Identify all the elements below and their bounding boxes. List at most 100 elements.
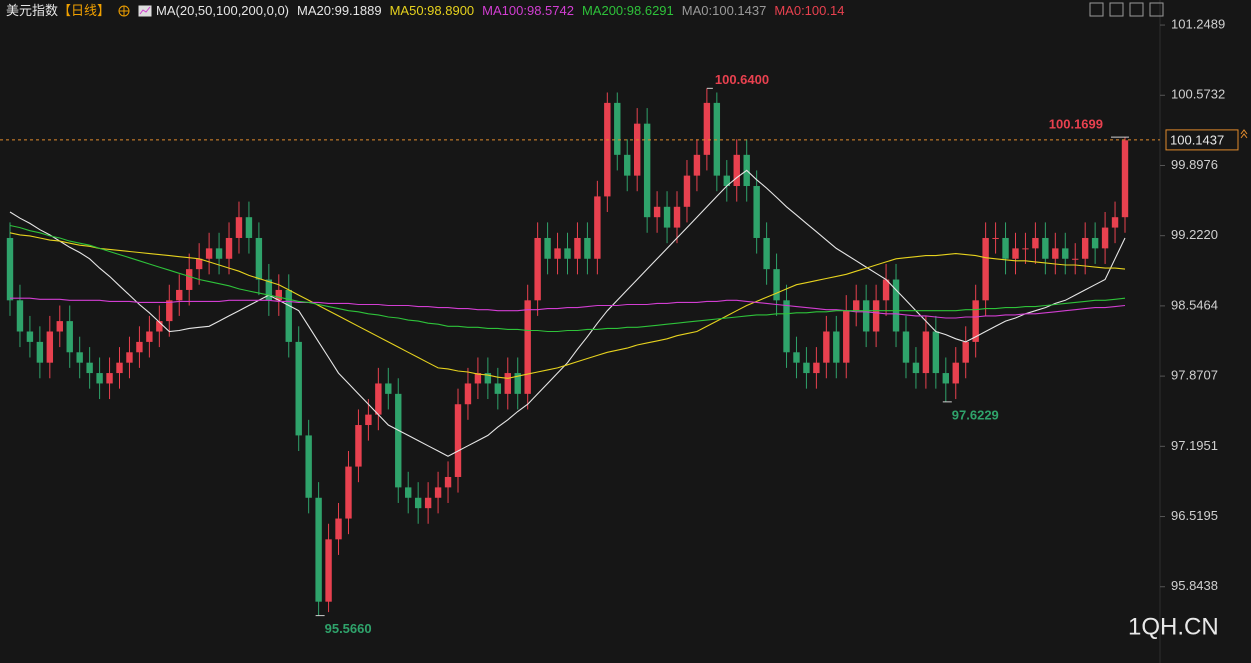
indicator-icon[interactable] [138, 5, 152, 17]
candle-body [444, 476, 452, 488]
header: 美元指数 【日线】 MA(20,50,100,200,0,0) MA20:99.… [6, 3, 844, 19]
candle-body [1121, 140, 1129, 218]
candle-body [683, 175, 691, 207]
candle-body [405, 487, 412, 498]
candle-body [1111, 217, 1119, 228]
watermark: 1QH.CN [1128, 613, 1219, 640]
candle-body [355, 425, 362, 467]
candle-body [295, 341, 302, 436]
candle-body [484, 373, 492, 384]
candle-body [1002, 237, 1009, 259]
candle-body [922, 331, 930, 374]
legend-entry: MA50:98.8900 [389, 3, 475, 18]
y-tick-label: 98.5464 [1171, 297, 1218, 312]
candle-body [544, 237, 551, 259]
candle-body [763, 237, 770, 270]
candle-body [215, 248, 223, 259]
candle-body [6, 237, 14, 301]
ma-line [9, 224, 1126, 333]
legend-entry: MA200:98.6291 [581, 3, 674, 18]
candle-body [375, 383, 382, 415]
candle-body [833, 331, 840, 363]
candle-body [1042, 237, 1049, 259]
candle-body [305, 435, 312, 498]
candle-body [434, 487, 442, 498]
candle-body [723, 175, 730, 187]
candle-body [106, 373, 113, 384]
candle-body [663, 206, 671, 228]
candle-body [235, 217, 243, 238]
tool-icon[interactable] [1149, 2, 1164, 17]
add-icon[interactable] [118, 5, 130, 17]
candle-body [992, 237, 999, 239]
extreme-label: 100.1699 [1049, 117, 1103, 132]
candle-body [753, 186, 760, 238]
candle-body [265, 279, 273, 301]
candle-body [783, 300, 790, 353]
indicator: MA(20,50,100,200,0,0) [156, 3, 290, 18]
tool-icon[interactable] [1089, 2, 1104, 17]
candle-body [703, 102, 711, 155]
candle-body [793, 352, 800, 363]
candle-body [574, 237, 581, 259]
y-tick-label: 97.1951 [1171, 438, 1218, 453]
candle-body [156, 321, 163, 332]
extreme-label: 97.6229 [952, 407, 999, 422]
candle-body [195, 258, 203, 270]
candle-body [474, 373, 482, 384]
candle-body [255, 237, 263, 280]
candle-body [126, 352, 133, 363]
candle-body [136, 341, 143, 353]
candle-body [882, 279, 890, 301]
candle-body [594, 196, 601, 259]
legend-entry: MA20:99.1889 [297, 3, 382, 18]
candle-body [892, 279, 900, 332]
candle-body [614, 102, 621, 155]
candle-body [962, 341, 969, 363]
candle-body [1052, 248, 1059, 259]
period[interactable]: 【日线】 [58, 3, 111, 18]
candle-body [26, 331, 34, 342]
candle-body [643, 123, 651, 218]
y-tick-label: 96.5195 [1171, 508, 1218, 523]
y-tick-label: 95.8438 [1171, 578, 1218, 593]
candle-body [912, 362, 920, 374]
candle-body [773, 269, 780, 301]
candle-body [713, 102, 721, 176]
candle-body [902, 331, 910, 363]
candle-body [1012, 248, 1019, 259]
last-price-arrow [1240, 129, 1248, 139]
indicator-value: MA0:100.14 [774, 3, 845, 18]
tool-icon[interactable] [1109, 2, 1124, 17]
candle-body [245, 217, 253, 238]
candle-body [166, 300, 173, 322]
candle-body [524, 300, 531, 394]
tool-icon[interactable] [1129, 2, 1144, 17]
candle-body [733, 154, 740, 187]
candle-body [554, 248, 561, 259]
candle-body [853, 300, 860, 311]
candle-body [325, 539, 332, 602]
candle-body [395, 393, 402, 488]
candle-body [116, 362, 123, 374]
candle-body [942, 373, 950, 384]
candle-body [56, 321, 63, 332]
candle-body [66, 321, 73, 353]
y-tick-label: 100.5732 [1171, 87, 1225, 102]
candle-body [96, 373, 103, 384]
indicator-value: MA0:100.1437 [681, 3, 767, 18]
candle-body [385, 383, 392, 394]
candle-body [315, 497, 322, 602]
candle-body [146, 331, 153, 342]
last-price-label: 100.1437 [1170, 132, 1224, 147]
legend-entry: MA100:98.5742 [482, 3, 574, 18]
candle-body [653, 206, 661, 218]
candle-body [972, 300, 979, 342]
candle-body [604, 102, 611, 197]
candle-body [843, 310, 850, 363]
candle-body [1032, 237, 1039, 249]
candle-body [872, 300, 880, 332]
y-tick-label: 97.8707 [1171, 368, 1218, 383]
